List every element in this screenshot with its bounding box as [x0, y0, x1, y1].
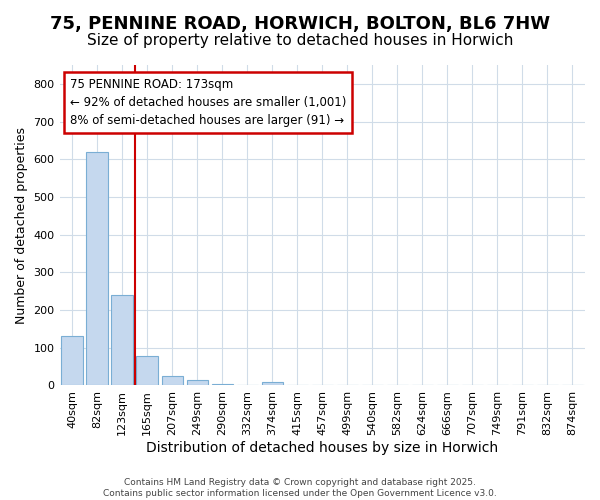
Text: 75, PENNINE ROAD, HORWICH, BOLTON, BL6 7HW: 75, PENNINE ROAD, HORWICH, BOLTON, BL6 7… — [50, 15, 550, 33]
Y-axis label: Number of detached properties: Number of detached properties — [15, 126, 28, 324]
Bar — [187, 380, 208, 386]
X-axis label: Distribution of detached houses by size in Horwich: Distribution of detached houses by size … — [146, 441, 499, 455]
Bar — [86, 152, 108, 386]
Bar — [112, 295, 133, 386]
Bar — [262, 382, 283, 386]
Text: 75 PENNINE ROAD: 173sqm
← 92% of detached houses are smaller (1,001)
8% of semi-: 75 PENNINE ROAD: 173sqm ← 92% of detache… — [70, 78, 346, 127]
Bar — [212, 384, 233, 386]
Bar — [136, 356, 158, 386]
Text: Size of property relative to detached houses in Horwich: Size of property relative to detached ho… — [87, 32, 513, 48]
Text: Contains HM Land Registry data © Crown copyright and database right 2025.
Contai: Contains HM Land Registry data © Crown c… — [103, 478, 497, 498]
Bar — [161, 376, 183, 386]
Bar — [61, 336, 83, 386]
